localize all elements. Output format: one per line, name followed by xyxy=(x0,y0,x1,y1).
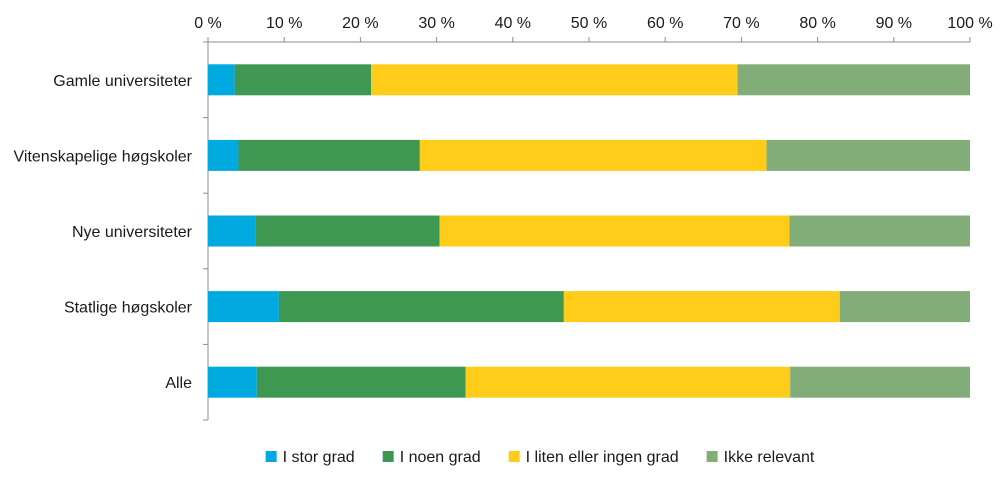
bar-segment-1 xyxy=(208,139,239,171)
bar-segment-2 xyxy=(256,366,466,398)
bar-segment-1 xyxy=(208,366,257,398)
category-label: Vitenskapelige høgskoler xyxy=(14,148,193,165)
bar-segment-3 xyxy=(419,139,767,171)
legend-swatch xyxy=(382,451,394,462)
bar-segment-3 xyxy=(465,366,791,398)
category-labels: Gamle universiteter Vitenskapelige høgsko… xyxy=(14,73,193,392)
bar-segment-4 xyxy=(839,291,970,323)
bar-segment-3 xyxy=(563,291,840,323)
x-tick-labels: 0 % 10 % 20 % 30 % 40 % 50 % 60 % 70 % 80 % 90 % 1… xyxy=(194,15,992,32)
legend-item: I noen grad xyxy=(382,449,481,466)
x-tick-label: 70 % xyxy=(723,15,759,32)
bar-segment-1 xyxy=(208,64,235,96)
x-tick-label: 20 % xyxy=(342,15,378,32)
x-tick-label: 10 % xyxy=(266,15,302,32)
legend-swatch xyxy=(265,451,277,462)
bar-segment-2 xyxy=(234,64,372,96)
category-label: Gamle universiteter xyxy=(53,73,192,90)
legend-item: I liten eller ingen grad xyxy=(508,449,679,466)
legend-label: Ikke relevant xyxy=(724,449,815,466)
x-tick-label: 50 % xyxy=(571,15,607,32)
legend-label: I stor grad xyxy=(283,449,355,466)
legend-item: I stor grad xyxy=(265,449,355,466)
bar-segment-4 xyxy=(789,215,970,247)
legend-swatch xyxy=(706,451,718,462)
category-label: Nye universiteter xyxy=(72,224,193,241)
legend-label: I liten eller ingen grad xyxy=(526,449,679,466)
legend-item: Ikke relevant xyxy=(706,449,815,466)
category-label: Alle xyxy=(165,375,192,392)
x-tick-label: 40 % xyxy=(495,15,531,32)
legend-swatch xyxy=(508,451,520,462)
x-tick-label: 100 % xyxy=(947,15,992,32)
bar-segment-4 xyxy=(790,366,970,398)
bars-layer xyxy=(208,64,970,398)
x-tick-label: 90 % xyxy=(876,15,912,32)
bar-segment-1 xyxy=(208,291,279,323)
legend: I stor grad I noen grad I liten eller inge… xyxy=(265,449,815,466)
bar-segment-4 xyxy=(737,64,970,96)
bar-segment-4 xyxy=(766,139,970,171)
bar-segment-2 xyxy=(255,215,440,247)
bar-segment-2 xyxy=(238,139,420,171)
axis-layer xyxy=(203,37,971,421)
bar-segment-3 xyxy=(371,64,738,96)
x-tick-label: 60 % xyxy=(647,15,683,32)
category-label: Statlige høgskoler xyxy=(64,300,193,317)
x-tick-label: 0 % xyxy=(194,15,222,32)
bar-segment-1 xyxy=(208,215,256,247)
bar-segment-2 xyxy=(278,291,564,323)
legend-label: I noen grad xyxy=(400,449,481,466)
x-tick-label: 30 % xyxy=(418,15,454,32)
x-tick-label: 80 % xyxy=(799,15,835,32)
bar-segment-3 xyxy=(439,215,790,247)
